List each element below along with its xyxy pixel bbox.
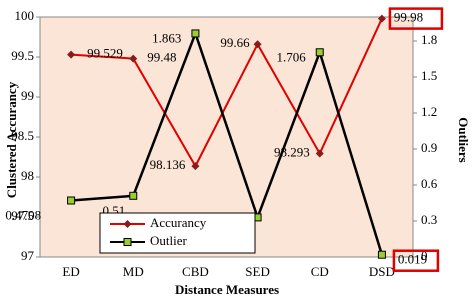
marker <box>377 14 386 23</box>
y-tick-label: 98 <box>21 168 34 183</box>
marker <box>315 149 324 158</box>
x-tick-label: MD <box>123 264 144 279</box>
series-line <box>71 18 383 169</box>
marker <box>191 162 200 171</box>
y2-axis-title: Outliers <box>456 117 471 163</box>
x-tick-label: SED <box>245 264 270 279</box>
y2-tick-label: 0.6 <box>421 176 438 191</box>
marker <box>377 250 386 259</box>
legend-marker <box>123 238 132 246</box>
highlight-box <box>388 7 444 30</box>
series-line <box>70 29 384 256</box>
x-tick-label: CD <box>311 264 329 279</box>
highlight-box <box>392 249 440 272</box>
y-axis-title: Clustered Accurancy <box>4 81 19 198</box>
y2-tick-label: 0.3 <box>421 212 437 227</box>
y-tick-label: 97 <box>21 248 35 263</box>
y2-tick-label: 1.5 <box>421 68 437 83</box>
data-label: 99.98 <box>394 10 423 25</box>
y-tick-label: 99 <box>21 88 34 103</box>
x-axis-title: Distance Measures <box>175 282 279 297</box>
y-tick-label: 99.5 <box>11 48 34 63</box>
marker <box>67 196 76 205</box>
x-tick-label: CBD <box>182 264 209 279</box>
data-label: 0.019 <box>398 252 427 267</box>
y2-tick-label: 1.8 <box>421 32 437 47</box>
x-tick-label: ED <box>62 264 79 279</box>
y2-tick-label: 0 <box>421 248 428 263</box>
data-label: 99.529 <box>87 46 123 61</box>
y2-tick-label: 0.9 <box>421 140 437 155</box>
y-tick-label: 97.5 <box>11 208 34 223</box>
data-label: 1.706 <box>277 49 307 64</box>
legend-label: Accurancy <box>150 215 207 230</box>
marker <box>129 191 138 200</box>
y2-tick-label: 1.2 <box>421 104 437 119</box>
legend-marker <box>123 220 132 228</box>
marker <box>191 29 200 38</box>
data-label: 1.863 <box>152 30 181 45</box>
x-tick-label: DSD <box>369 264 395 279</box>
legend-label: Outlier <box>150 233 187 248</box>
data-label: 99.66 <box>220 35 250 50</box>
y-tick-label: 98.5 <box>11 128 34 143</box>
marker <box>253 40 262 49</box>
marker <box>129 54 138 63</box>
data-label: 0.4708 <box>5 207 41 222</box>
marker <box>67 50 76 59</box>
data-label: 99.48 <box>147 50 176 65</box>
legend <box>99 212 256 254</box>
y-tick-label: 100 <box>15 8 35 23</box>
data-label: 98.136 <box>150 157 186 172</box>
marker <box>315 48 324 57</box>
